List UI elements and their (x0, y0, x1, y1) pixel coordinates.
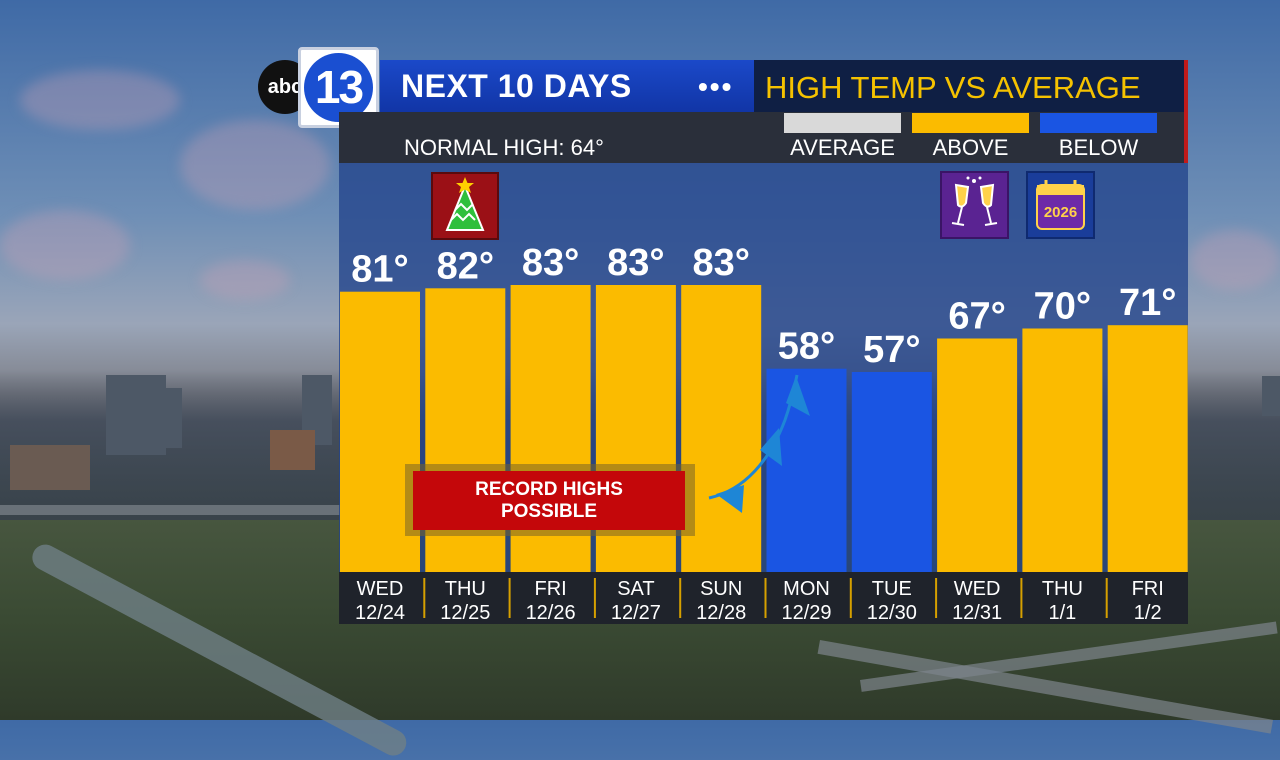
bar-value-label-9: 71° (1119, 282, 1176, 324)
channel-13-logo: 13 (304, 53, 373, 122)
callout-line-1: RECORD HIGHS (475, 478, 623, 500)
day-name-label-6: TUE (872, 578, 912, 600)
bar-value-label-1: 82° (437, 245, 494, 287)
legend-swatch-above (912, 113, 1029, 133)
bar-8 (1022, 328, 1103, 572)
day-date-label-5: 12/29 (781, 602, 831, 624)
day-date-label-8: 1/1 (1048, 602, 1076, 624)
day-name-label-1: THU (445, 578, 486, 600)
day-name-label-5: MON (783, 578, 830, 600)
legend-label-above: ABOVE (932, 135, 1009, 160)
day-date-label-4: 12/28 (696, 602, 746, 624)
bar-9 (1107, 325, 1188, 572)
background-building (106, 375, 166, 455)
day-name-label-4: SUN (700, 578, 742, 600)
champagne-toast-icon (940, 171, 1009, 239)
background-building (160, 388, 182, 448)
background-building (10, 445, 90, 490)
bar-value-label-6: 57° (863, 329, 920, 371)
day-axis-strip (339, 572, 1188, 624)
background-cloud (180, 120, 330, 210)
day-name-label-2: FRI (534, 578, 566, 600)
legend-swatch-average (784, 113, 901, 133)
day-date-label-1: 12/25 (440, 602, 490, 624)
bar-value-label-8: 70° (1034, 286, 1091, 328)
day-name-label-0: WED (357, 578, 404, 600)
bar-value-label-5: 58° (778, 326, 835, 368)
more-dots-icon: ••• (698, 71, 734, 102)
chart-subtitle: HIGH TEMP VS AVERAGE (765, 70, 1141, 105)
new-year-calendar-icon: 2026 (1026, 171, 1095, 239)
legend-swatch-below (1040, 113, 1157, 133)
day-date-label-2: 12/26 (526, 602, 576, 624)
background-cloud (0, 210, 130, 280)
page-title: NEXT 10 DAYS (401, 68, 632, 104)
background-building (1262, 376, 1280, 416)
title-bar (380, 60, 754, 112)
day-date-label-9: 1/2 (1134, 602, 1162, 624)
bar-chart: 81° 82° 83° 83° 83°58° 57°67° 70° 71° WED12/24T… (339, 242, 1188, 624)
normal-high-label: NORMAL HIGH: 64° (404, 135, 604, 160)
legend-label-below: BELOW (1058, 135, 1139, 160)
background-building (270, 430, 315, 470)
day-name-label-9: FRI (1132, 578, 1164, 600)
day-date-label-3: 12/27 (611, 602, 661, 624)
christmas-tree-icon (431, 172, 499, 240)
legend-label-average: AVERAGE (790, 135, 895, 160)
background-cloud (200, 260, 290, 300)
day-name-label-7: WED (954, 578, 1001, 600)
bar-7 (937, 338, 1018, 572)
record-highs-callout: RECORD HIGHS POSSIBLE (413, 471, 685, 530)
subtitle-bar (754, 60, 1188, 112)
bar-value-label-7: 67° (948, 296, 1005, 338)
cold-front-icon (708, 374, 810, 513)
svg-text:2026: 2026 (1044, 204, 1077, 221)
bar-5 (766, 368, 847, 572)
background-cloud (20, 70, 180, 130)
background-cloud (1190, 230, 1280, 290)
callout-line-2: POSSIBLE (500, 500, 598, 522)
bar-value-label-2: 83° (522, 242, 579, 284)
day-name-label-8: THU (1042, 578, 1083, 600)
bar-6 (851, 372, 932, 572)
day-date-label-6: 12/30 (867, 602, 917, 624)
background-road (0, 505, 340, 515)
bar-value-label-4: 83° (692, 242, 749, 284)
day-name-label-3: SAT (617, 578, 654, 600)
bar-value-label-0: 81° (351, 249, 408, 291)
bar-value-label-3: 83° (607, 242, 664, 284)
day-date-label-7: 12/31 (952, 602, 1002, 624)
day-date-label-0: 12/24 (355, 602, 405, 624)
